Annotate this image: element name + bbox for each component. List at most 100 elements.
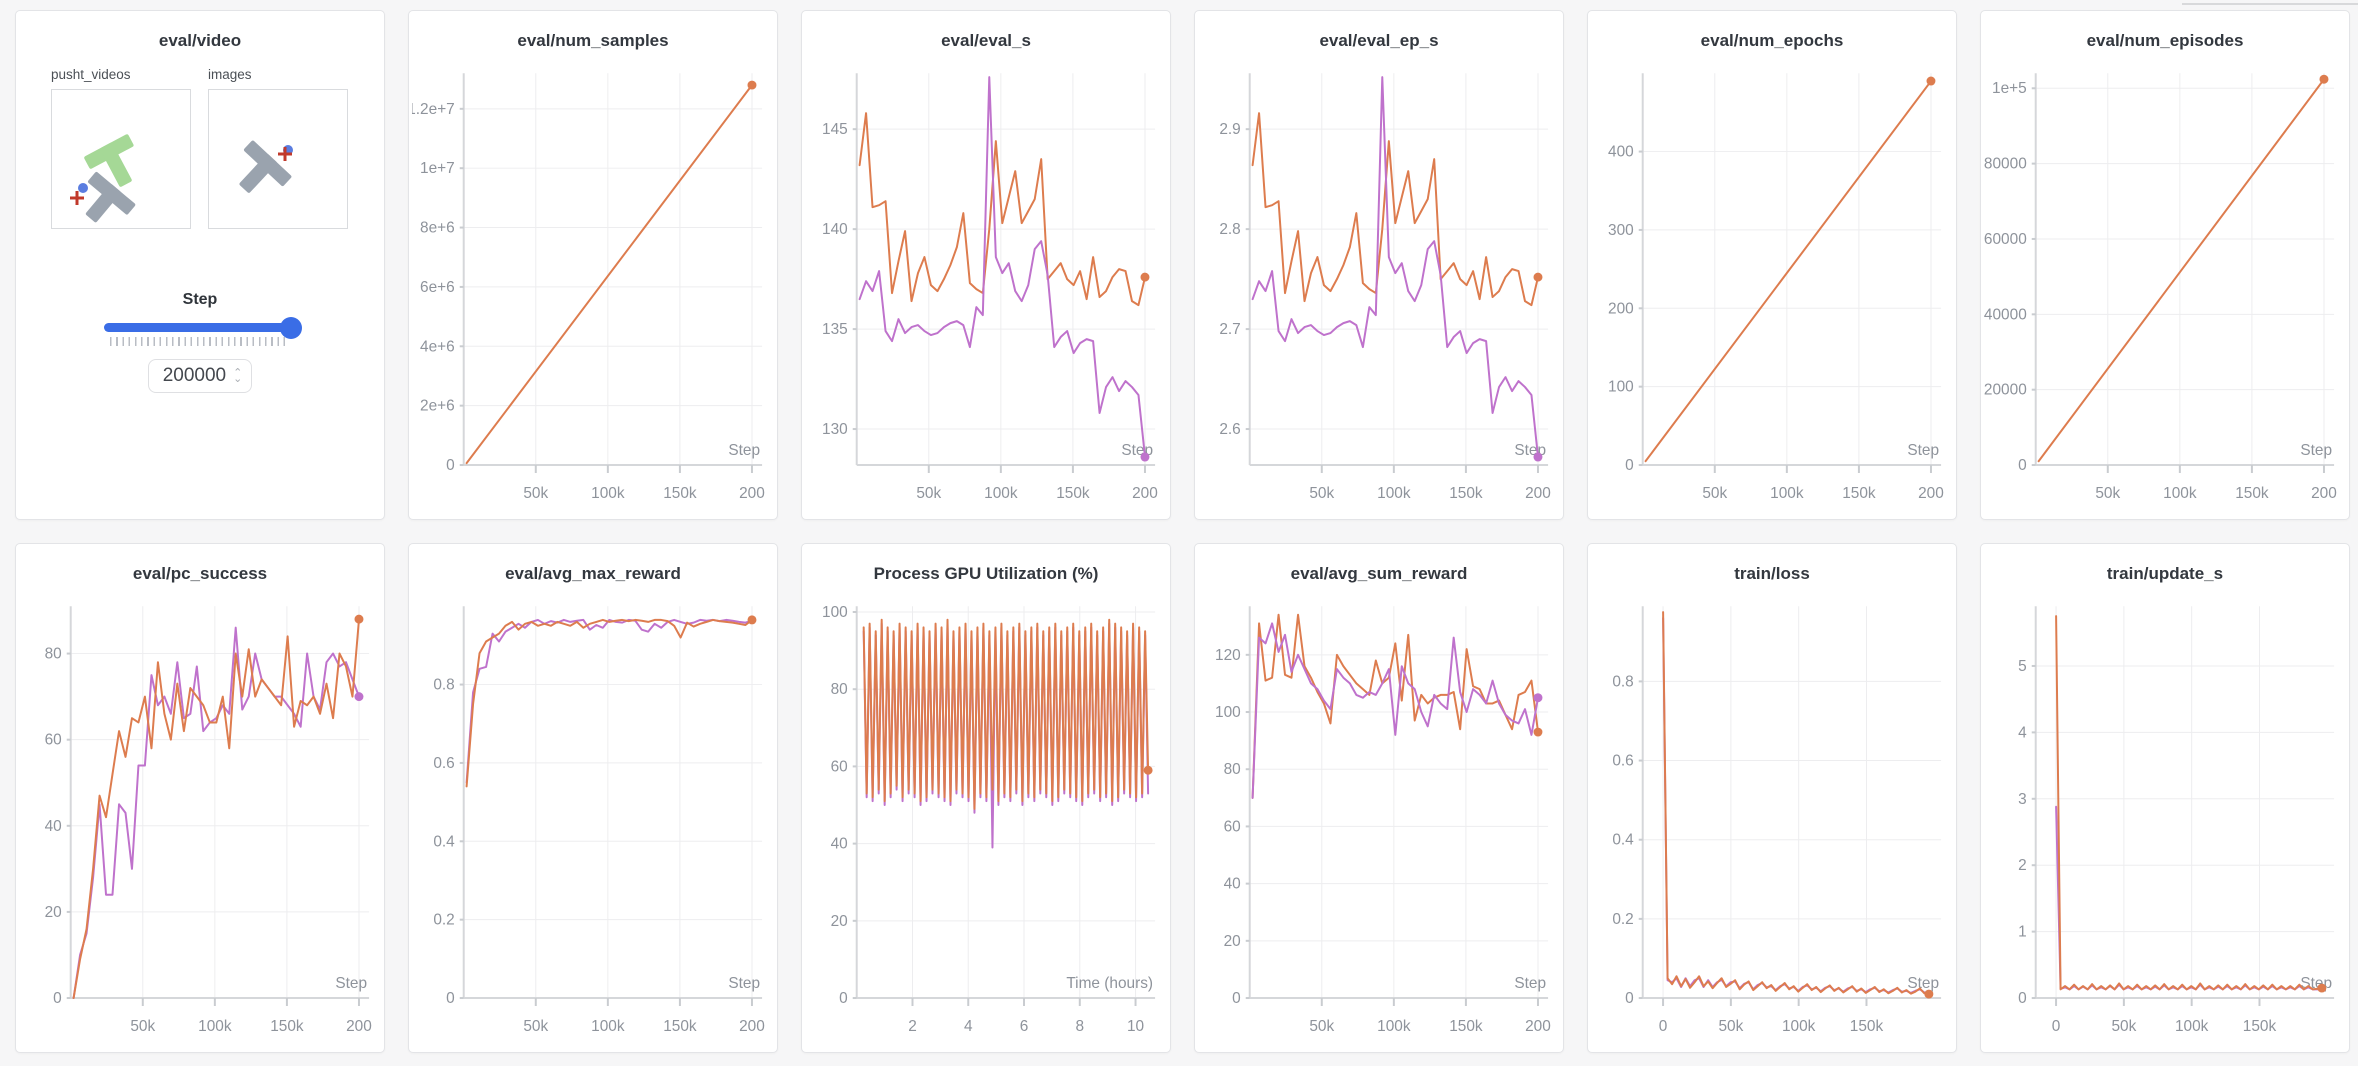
step-slider[interactable] bbox=[104, 317, 302, 339]
svg-text:80: 80 bbox=[831, 681, 848, 698]
svg-text:Step: Step bbox=[335, 975, 367, 992]
svg-text:400: 400 bbox=[1608, 144, 1634, 161]
panel-eval-eval-s[interactable]: eval/eval_s 50k 100k 150k 200 130 135 140 145 St… bbox=[801, 10, 1171, 520]
svg-text:100k: 100k bbox=[591, 1018, 625, 1035]
svg-text:50k: 50k bbox=[523, 485, 548, 502]
svg-text:200: 200 bbox=[1918, 485, 1944, 502]
media-item-images: images bbox=[208, 67, 348, 229]
svg-text:150k: 150k bbox=[663, 485, 697, 502]
svg-text:100k: 100k bbox=[1782, 1018, 1816, 1035]
svg-text:2.9: 2.9 bbox=[1219, 121, 1240, 138]
svg-text:100: 100 bbox=[1608, 379, 1634, 396]
svg-text:6e+6: 6e+6 bbox=[420, 279, 455, 296]
pusht-video-thumbnail[interactable] bbox=[51, 89, 191, 229]
svg-text:Step: Step bbox=[728, 975, 760, 992]
panel-eval-avg-sum-reward[interactable]: eval/avg_sum_reward 50k 100k 150k 200 0 20 40 6… bbox=[1194, 543, 1564, 1053]
svg-text:1e+5: 1e+5 bbox=[1992, 80, 2027, 97]
svg-text:0: 0 bbox=[1625, 457, 1634, 474]
svg-text:130: 130 bbox=[822, 421, 848, 438]
svg-text:0.2: 0.2 bbox=[433, 912, 454, 929]
svg-text:50k: 50k bbox=[1702, 485, 1727, 502]
svg-text:0.8: 0.8 bbox=[1612, 673, 1633, 690]
svg-text:0: 0 bbox=[446, 990, 455, 1007]
svg-text:200: 200 bbox=[1608, 300, 1634, 317]
chart-title: eval/num_epochs bbox=[1700, 31, 1844, 50]
svg-text:145: 145 bbox=[822, 121, 848, 138]
svg-text:2e+6: 2e+6 bbox=[420, 398, 455, 415]
svg-text:0.6: 0.6 bbox=[1612, 753, 1633, 770]
svg-text:10: 10 bbox=[1127, 1018, 1144, 1035]
svg-text:50k: 50k bbox=[1309, 485, 1334, 502]
panel-eval-num-samples[interactable]: eval/num_samples 50k 100k 150k 200 0 2e+6 4e+6… bbox=[407, 10, 778, 520]
svg-text:50k: 50k bbox=[916, 485, 941, 502]
svg-text:300: 300 bbox=[1608, 222, 1634, 239]
svg-text:200: 200 bbox=[1525, 1018, 1551, 1035]
panel-eval-avg-max-reward[interactable]: eval/avg_max_reward 50k 100k 150k 200 0 0.2 0.… bbox=[408, 543, 778, 1053]
svg-text:0: 0 bbox=[1625, 990, 1634, 1007]
svg-text:60: 60 bbox=[1224, 818, 1241, 835]
slider-track[interactable] bbox=[104, 323, 296, 332]
chart-title: eval/eval_s bbox=[941, 31, 1031, 50]
svg-text:40: 40 bbox=[831, 836, 848, 853]
chart-title: eval/avg_sum_reward bbox=[1290, 564, 1468, 583]
chart-title: train/loss bbox=[1734, 564, 1810, 583]
svg-text:4e+6: 4e+6 bbox=[420, 338, 455, 355]
svg-text:100k: 100k bbox=[1770, 485, 1804, 502]
svg-text:2: 2 bbox=[2018, 857, 2027, 874]
step-label: Step bbox=[182, 291, 218, 308]
stepper: ⌃ ⌄ bbox=[233, 367, 243, 385]
svg-text:100k: 100k bbox=[984, 485, 1018, 502]
svg-text:80: 80 bbox=[45, 646, 62, 663]
panel-eval-video[interactable]: eval/video pusht_videos bbox=[15, 10, 385, 520]
chart-title: eval/eval_ep_s bbox=[1319, 31, 1439, 50]
svg-text:0: 0 bbox=[2018, 457, 2027, 474]
svg-text:135: 135 bbox=[822, 321, 848, 338]
svg-text:0.4: 0.4 bbox=[1612, 832, 1634, 849]
svg-text:100k: 100k bbox=[591, 485, 625, 502]
svg-text:0: 0 bbox=[1659, 1018, 1668, 1035]
panel-eval-num-episodes[interactable]: eval/num_episodes 50k 100k 150k 200 0 20000 40… bbox=[1980, 10, 2350, 520]
svg-text:1e+7: 1e+7 bbox=[420, 160, 455, 177]
svg-text:50k: 50k bbox=[523, 1018, 548, 1035]
chart-title: eval/avg_max_reward bbox=[505, 564, 681, 583]
panel-eval-num-epochs[interactable]: eval/num_epochs 50k 100k 150k 200 0 100 200 300… bbox=[1587, 10, 1957, 520]
media-row: pusht_videos bbox=[16, 67, 384, 229]
svg-text:0.4: 0.4 bbox=[433, 833, 455, 850]
slider-thumb[interactable] bbox=[280, 317, 302, 339]
panel-train-update-s[interactable]: train/update_s 0 50k 100k 150k 0 1 2 3 4 5 Step bbox=[1980, 543, 2350, 1053]
svg-text:0: 0 bbox=[2052, 1018, 2061, 1035]
line-chart: 50k 100k 150k 200 0 100 200 300 400 Step bbox=[1591, 65, 1953, 515]
stepper-down-icon[interactable]: ⌄ bbox=[233, 373, 243, 385]
panel-eval-pc-success[interactable]: eval/pc_success 50k 100k 150k 200 0 20 40 60 80 S… bbox=[15, 543, 385, 1053]
svg-text:20: 20 bbox=[1224, 933, 1241, 950]
svg-text:100k: 100k bbox=[2163, 485, 2197, 502]
chart-title: eval/num_episodes bbox=[2086, 31, 2244, 50]
panel-train-loss[interactable]: train/loss 0 50k 100k 150k 0 0.2 0.4 0.6 0.8 Step bbox=[1587, 543, 1957, 1053]
stepper-up-icon[interactable]: ⌃ bbox=[233, 367, 243, 379]
images-thumbnail[interactable] bbox=[208, 89, 348, 229]
svg-text:2.6: 2.6 bbox=[1219, 421, 1240, 438]
pusht-scene-icon bbox=[239, 140, 293, 193]
svg-text:20000: 20000 bbox=[1984, 382, 2027, 399]
svg-text:150k: 150k bbox=[1056, 485, 1090, 502]
svg-text:20: 20 bbox=[45, 904, 62, 921]
panel-gpu-utilization[interactable]: Process GPU Utilization (%) 2 4 6 8 10 0 20 40 6… bbox=[801, 543, 1171, 1053]
svg-text:Time (hours): Time (hours) bbox=[1066, 975, 1153, 992]
svg-text:200: 200 bbox=[1525, 485, 1551, 502]
svg-text:50k: 50k bbox=[1718, 1018, 1743, 1035]
media-caption: images bbox=[208, 67, 252, 82]
step-input[interactable]: 200000 ⌃ ⌄ bbox=[147, 359, 253, 393]
media-item-pusht-videos: pusht_videos bbox=[51, 67, 191, 229]
svg-text:200: 200 bbox=[739, 485, 765, 502]
svg-text:150k: 150k bbox=[2243, 1018, 2277, 1035]
svg-text:Step: Step bbox=[2300, 442, 2332, 459]
media-caption: pusht_videos bbox=[51, 67, 131, 82]
svg-text:2.7: 2.7 bbox=[1219, 321, 1240, 338]
svg-text:3: 3 bbox=[2018, 791, 2027, 808]
svg-text:8e+6: 8e+6 bbox=[420, 220, 455, 237]
panel-eval-eval-ep-s[interactable]: eval/eval_ep_s 50k 100k 150k 200 2.6 2.7 2.8 2.… bbox=[1194, 10, 1564, 520]
svg-text:200: 200 bbox=[1132, 485, 1158, 502]
svg-text:50k: 50k bbox=[1309, 1018, 1334, 1035]
svg-text:0: 0 bbox=[839, 990, 848, 1007]
step-value[interactable]: 200000 bbox=[162, 365, 227, 386]
